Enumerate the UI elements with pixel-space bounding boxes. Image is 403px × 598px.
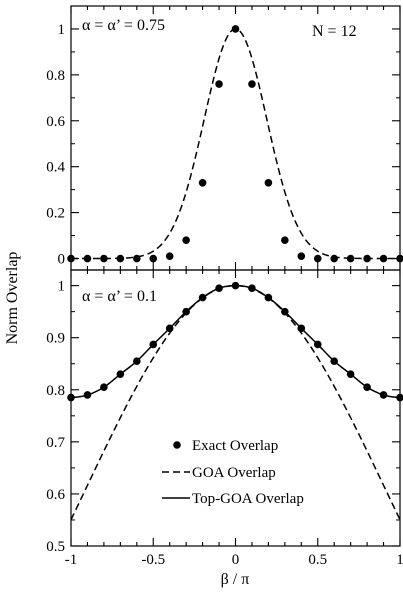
bottom-xtick-label: 1 bbox=[396, 552, 403, 568]
top-exact-point bbox=[67, 254, 75, 263]
legend-goa-label: GOA Overlap bbox=[192, 465, 276, 481]
top-exact-point bbox=[264, 178, 273, 187]
bottom-exact-point bbox=[215, 284, 223, 293]
top-ticks: 0 0.2 0.4 0.6 0.8 1 bbox=[46, 6, 401, 270]
bottom-exact-point bbox=[182, 307, 190, 316]
bottom-panel: 0.5 0.6 0.7 0.8 0.9 1 -1 -0.5 0 0.5 1 α = α’ = 0.1… bbox=[46, 269, 403, 568]
bottom-lines bbox=[70, 284, 401, 521]
bottom-exact-point bbox=[198, 293, 207, 302]
top-annotation: α = α’ = 0.75 bbox=[82, 17, 165, 34]
legend: Exact Overlap GOA Overlap Top-GOA Overla… bbox=[162, 438, 304, 507]
bottom-annotation: α = α’ = 0.1 bbox=[82, 288, 157, 305]
bottom-exact-point bbox=[330, 357, 339, 365]
top-exact-point bbox=[313, 254, 322, 263]
top-ytick-label: 0.2 bbox=[46, 206, 65, 222]
bottom-exact-point bbox=[346, 370, 355, 378]
top-exact-point bbox=[297, 252, 306, 261]
bottom-ytick-label: 0.9 bbox=[46, 331, 65, 347]
top-lines bbox=[71, 28, 400, 260]
bottom-exact-point bbox=[297, 324, 306, 333]
bottom-ytick-label: 0.7 bbox=[46, 435, 65, 451]
bottom-ytick-label: 0.5 bbox=[46, 539, 65, 555]
top-exact-point bbox=[149, 254, 158, 263]
bottom-exact-point bbox=[231, 281, 240, 290]
bottom-points bbox=[67, 281, 403, 402]
top-exact-point bbox=[215, 80, 223, 88]
top-exact-point bbox=[133, 254, 141, 263]
top-ytick-label: 1 bbox=[58, 22, 66, 38]
bottom-exact-point bbox=[165, 324, 174, 333]
bottom-exact-point bbox=[116, 370, 125, 378]
bottom-exact-point bbox=[264, 293, 273, 302]
top-exact-point bbox=[346, 254, 355, 263]
top-exact-point bbox=[231, 25, 240, 33]
bottom-xtick-label: -0.5 bbox=[141, 552, 165, 568]
top-exact-point bbox=[281, 236, 289, 244]
bottom-exact-point bbox=[363, 383, 371, 391]
top-ytick-label: 0 bbox=[58, 252, 66, 268]
corner-label: N = 12 bbox=[312, 23, 357, 40]
top-ytick-label: 0.6 bbox=[46, 114, 65, 130]
top-series-dashed bbox=[71, 28, 400, 260]
bottom-xtick-label: 0.5 bbox=[308, 552, 327, 568]
bottom-ytick-label: 1 bbox=[58, 279, 66, 295]
top-exact-point bbox=[330, 254, 339, 263]
top-exact-point bbox=[379, 254, 388, 263]
bottom-exact-point bbox=[281, 307, 289, 316]
top-exact-point bbox=[83, 254, 92, 263]
bottom-ticks: 0.5 0.6 0.7 0.8 0.9 1 -1 -0.5 0 0.5 1 bbox=[46, 270, 403, 568]
top-exact-point bbox=[396, 254, 403, 263]
bottom-exact-point bbox=[100, 383, 108, 391]
bottom-exact-point bbox=[313, 340, 322, 349]
top-exact-point bbox=[363, 254, 371, 263]
bottom-exact-point bbox=[133, 357, 141, 365]
top-panel: 0 0.2 0.4 0.6 0.8 1 α = α’ = 0.75 N = 12 bbox=[46, 5, 403, 271]
top-exact-point bbox=[182, 236, 190, 244]
bottom-ytick-label: 0.6 bbox=[46, 487, 65, 503]
bottom-exact-point bbox=[67, 393, 75, 402]
top-ytick-label: 0.8 bbox=[46, 68, 65, 84]
top-panel-frame bbox=[70, 5, 401, 271]
top-exact-point bbox=[165, 252, 174, 261]
y-axis-title: Norm Overlap bbox=[4, 252, 21, 345]
x-axis-title: β / π bbox=[221, 571, 250, 588]
bottom-ytick-label: 0.8 bbox=[46, 383, 65, 399]
bottom-exact-point bbox=[83, 391, 92, 399]
legend-exact-marker bbox=[173, 441, 181, 449]
bottom-exact-point bbox=[379, 391, 388, 399]
bottom-exact-point bbox=[396, 393, 403, 402]
bottom-series-dashed bbox=[70, 284, 401, 521]
legend-exact-label: Exact Overlap bbox=[192, 438, 278, 454]
legend-topgoa-label: Top-GOA Overlap bbox=[192, 491, 304, 507]
bottom-xtick-label: 0 bbox=[232, 552, 240, 568]
top-exact-point bbox=[100, 254, 108, 263]
bottom-exact-point bbox=[149, 340, 158, 349]
top-exact-point bbox=[198, 178, 207, 187]
bottom-xtick-label: -1 bbox=[65, 552, 78, 568]
top-exact-point bbox=[116, 254, 125, 263]
top-points bbox=[67, 25, 403, 263]
bottom-exact-point bbox=[248, 284, 256, 293]
top-exact-point bbox=[248, 80, 256, 88]
top-ytick-label: 0.4 bbox=[46, 160, 65, 176]
